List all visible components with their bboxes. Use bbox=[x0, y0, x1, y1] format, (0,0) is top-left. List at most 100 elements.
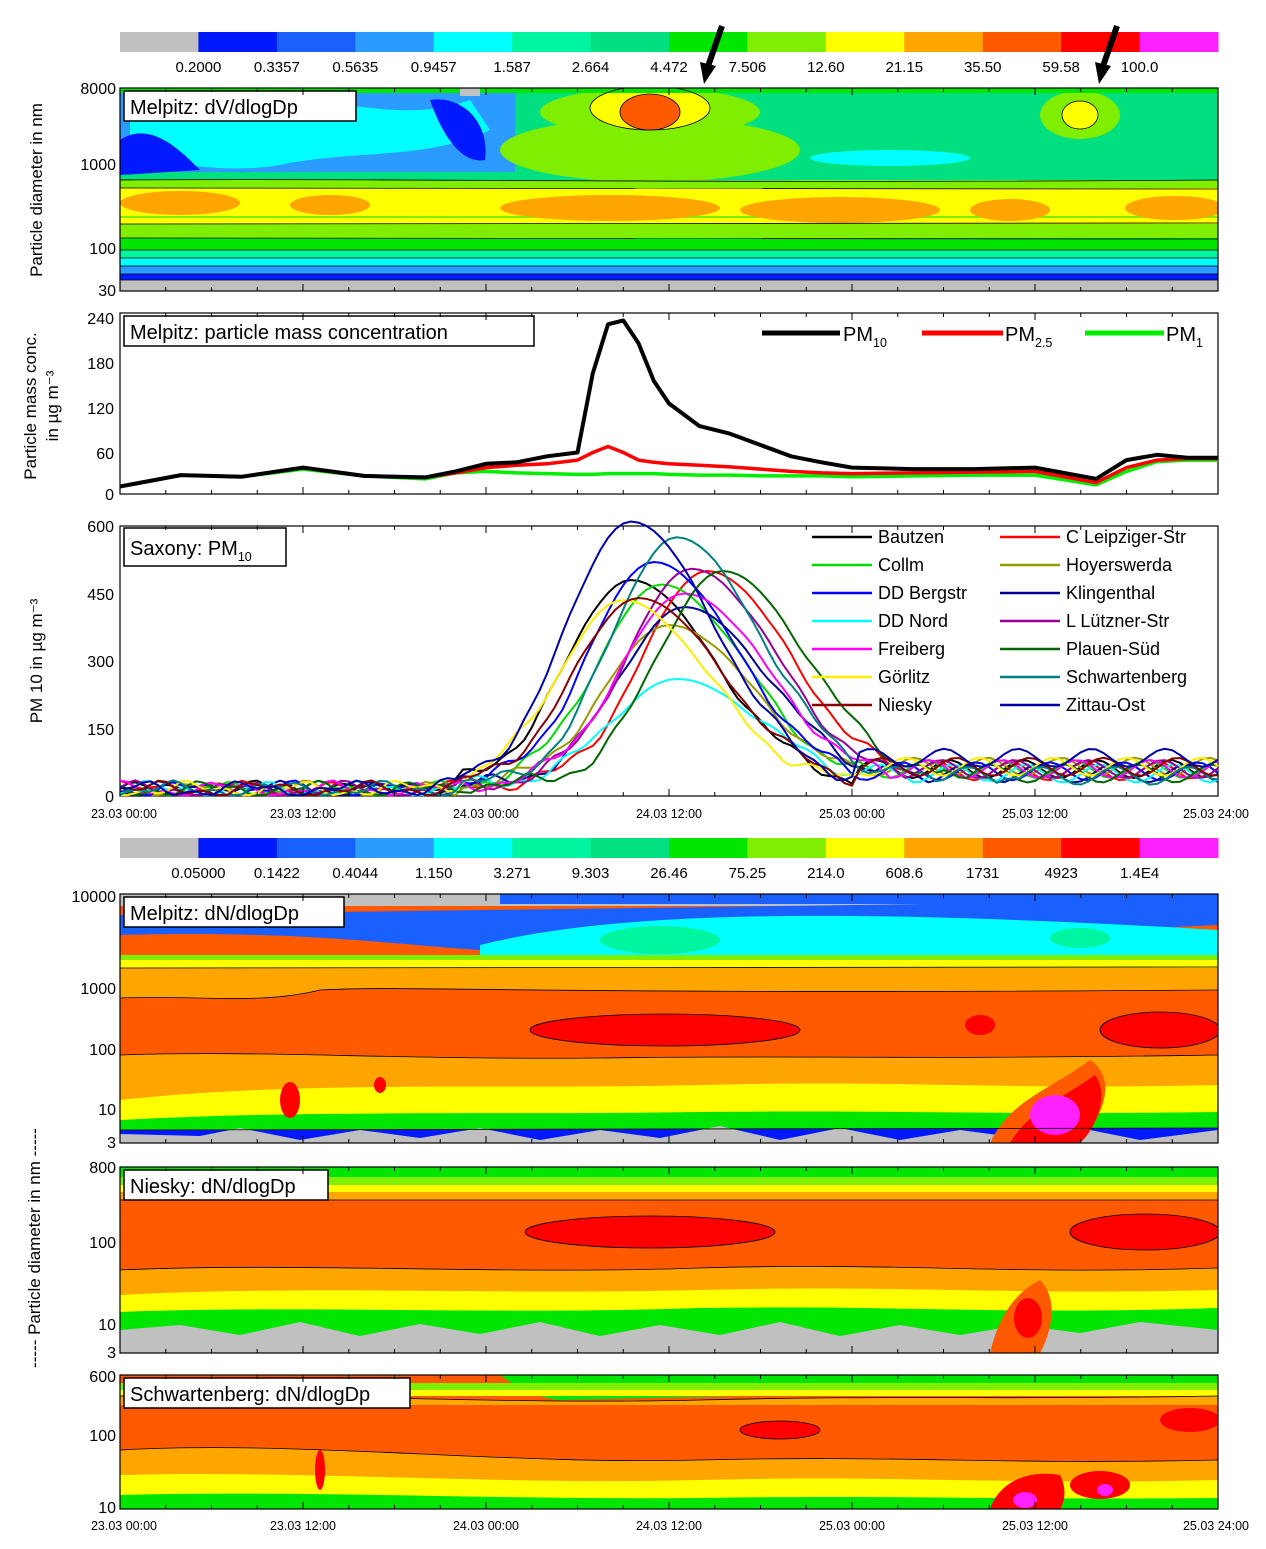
colorbar-swatch bbox=[512, 838, 592, 858]
colorbar-swatch bbox=[1139, 32, 1219, 52]
colorbar-swatch bbox=[825, 32, 905, 52]
panel-title-dv: Melpitz: dV/dlogDp bbox=[130, 97, 298, 119]
ytick: 60 bbox=[96, 446, 114, 463]
colorbar-swatch bbox=[276, 838, 356, 858]
xtick-label: 25.03 00:00 bbox=[819, 807, 885, 821]
xtick-label: 24.03 00:00 bbox=[453, 807, 519, 821]
colorbar-swatch bbox=[276, 32, 356, 52]
panel-title-niesky: Niesky: dN/dlogDp bbox=[130, 1176, 296, 1198]
colorbar-swatch bbox=[982, 32, 1062, 52]
colorbar-label: 0.4044 bbox=[332, 865, 378, 882]
colorbar-swatch bbox=[747, 32, 827, 52]
series-g-rlitz bbox=[120, 599, 1219, 797]
ytick: 10 bbox=[98, 1102, 116, 1119]
xtick-label: 24.03 12:00 bbox=[636, 1519, 702, 1533]
colorbar-swatch bbox=[120, 838, 199, 858]
panel-niesky-dn: Niesky: dN/dlogDp 3 10 100 800 bbox=[89, 1160, 1219, 1362]
ytick: 8000 bbox=[80, 81, 116, 98]
colorbar-label: 0.1422 bbox=[254, 865, 300, 882]
ytick: 100 bbox=[89, 241, 116, 258]
legend-label: Hoyerswerda bbox=[1066, 555, 1173, 575]
arrow-marker-1 bbox=[700, 25, 725, 84]
ytick: 0 bbox=[105, 487, 114, 504]
panel-title-pm: Melpitz: particle mass concentration bbox=[130, 322, 448, 344]
colorbar-swatch bbox=[1061, 32, 1141, 52]
ytick: 100 bbox=[89, 1235, 116, 1252]
ytick: 3 bbox=[107, 1345, 116, 1362]
colorbar-label: 4923 bbox=[1044, 865, 1077, 882]
y-axis-label-pm-1: Particle mass conc. bbox=[21, 332, 40, 479]
colorbar-label: 59.58 bbox=[1042, 59, 1080, 76]
ytick: 180 bbox=[87, 356, 114, 373]
series-plauen-s-d bbox=[119, 569, 1219, 797]
pm-lines bbox=[119, 318, 1218, 489]
colorbar-swatch bbox=[512, 32, 592, 52]
series-pm10 bbox=[119, 318, 1218, 489]
ytick: 10 bbox=[98, 1500, 116, 1517]
legend-saxony: Bautzen C Leipziger-Str Collm Hoyerswerda DD… bbox=[812, 527, 1187, 715]
legend-label: Klingenthal bbox=[1066, 583, 1155, 603]
x-axis-ticks-top: 23.03 00:00 23.03 12:00 24.03 00:00 24.03 1… bbox=[91, 807, 1249, 821]
colorbar-label: 26.46 bbox=[650, 865, 688, 882]
x-axis-ticks-bottom: 23.03 00:00 23.03 12:00 24.03 00:00 24.03 1… bbox=[91, 1519, 1249, 1533]
colorbar-label: 100.0 bbox=[1121, 59, 1159, 76]
xtick-label: 25.03 00:00 bbox=[819, 1519, 885, 1533]
panel-title-melpitz-dn: Melpitz: dN/dlogDp bbox=[130, 903, 299, 925]
colorbar-swatch bbox=[825, 838, 905, 858]
colorbar-label: 2.664 bbox=[572, 59, 610, 76]
series-schwartenberg bbox=[119, 536, 1219, 797]
colorbar-swatch bbox=[669, 32, 748, 52]
ytick: 600 bbox=[87, 519, 114, 536]
colorbar-label: 0.2000 bbox=[175, 59, 221, 76]
panel-title-box: Melpitz: dV/dlogDp bbox=[123, 90, 357, 122]
colorbar-swatch bbox=[904, 32, 984, 52]
ytick: 800 bbox=[89, 1160, 116, 1177]
legend-label: Niesky bbox=[878, 695, 932, 715]
xtick-label: 25.03 24:00 bbox=[1183, 807, 1249, 821]
legend-label: Plauen-Süd bbox=[1066, 639, 1160, 659]
colorbar-label: 1.4E4 bbox=[1120, 865, 1159, 882]
ytick: 1000 bbox=[80, 981, 116, 998]
colorbar-label: 1731 bbox=[966, 865, 999, 882]
colorbar-label: 608.6 bbox=[886, 865, 924, 882]
y-axis-label-dv: Particle diameter in nm bbox=[27, 103, 46, 277]
arrow-marker-2 bbox=[1095, 25, 1120, 84]
legend-label: Schwartenberg bbox=[1066, 667, 1187, 687]
colorbar-label: 1.150 bbox=[415, 865, 453, 882]
panel-melpitz-dn: Melpitz: dN/dlogDp 3 10 100 1000 10000 bbox=[72, 889, 1219, 1152]
colorbar-label: 7.506 bbox=[729, 59, 767, 76]
colorbar-swatch bbox=[1061, 838, 1141, 858]
colorbar-label: 0.5635 bbox=[332, 59, 378, 76]
ytick: 100 bbox=[89, 1042, 116, 1059]
xtick-label: 25.03 24:00 bbox=[1183, 1519, 1249, 1533]
ytick: 1000 bbox=[80, 157, 116, 174]
y-axis-label-pm-2: in µg m⁻³ bbox=[43, 370, 62, 441]
colorbar-swatch bbox=[355, 838, 435, 858]
ytick: 150 bbox=[87, 722, 114, 739]
panel-saxony: Saxony: PM10 Bautzen C Leipziger-Str Collm… bbox=[27, 519, 1219, 806]
colorbar-label: 0.3357 bbox=[254, 59, 300, 76]
xtick-label: 23.03 00:00 bbox=[91, 807, 157, 821]
xtick-label: 23.03 00:00 bbox=[91, 1519, 157, 1533]
colorbar-label: 0.9457 bbox=[411, 59, 457, 76]
panel-dv-heatmap: Melpitz: dV/dlogDp 30 100 1000 8000 Part… bbox=[27, 25, 1219, 300]
colorbar-swatch bbox=[590, 32, 670, 52]
colorbar-swatch bbox=[198, 838, 278, 858]
series-hoyerswerda bbox=[119, 623, 1219, 797]
panel-title-schwartenberg: Schwartenberg: dN/dlogDp bbox=[130, 1384, 370, 1406]
colorbar-swatch bbox=[982, 838, 1062, 858]
xtick-label: 25.03 12:00 bbox=[1002, 1519, 1068, 1533]
legend-label: Görlitz bbox=[878, 667, 930, 687]
xtick-label: 25.03 12:00 bbox=[1002, 807, 1068, 821]
ytick: 0 bbox=[105, 789, 114, 806]
colorbar-swatch bbox=[1139, 838, 1219, 858]
colorbar-label: 75.25 bbox=[729, 865, 767, 882]
colorbar-label: 0.05000 bbox=[171, 865, 225, 882]
y-axis-label-shared: ----- Particle diameter in nm ----- bbox=[25, 1128, 44, 1368]
legend-label: Zittau-Ost bbox=[1066, 695, 1145, 715]
colorbar-swatch bbox=[433, 32, 513, 52]
ytick: 450 bbox=[87, 587, 114, 604]
tick-marks bbox=[119, 88, 1219, 1509]
colorbar-swatch bbox=[590, 838, 670, 858]
